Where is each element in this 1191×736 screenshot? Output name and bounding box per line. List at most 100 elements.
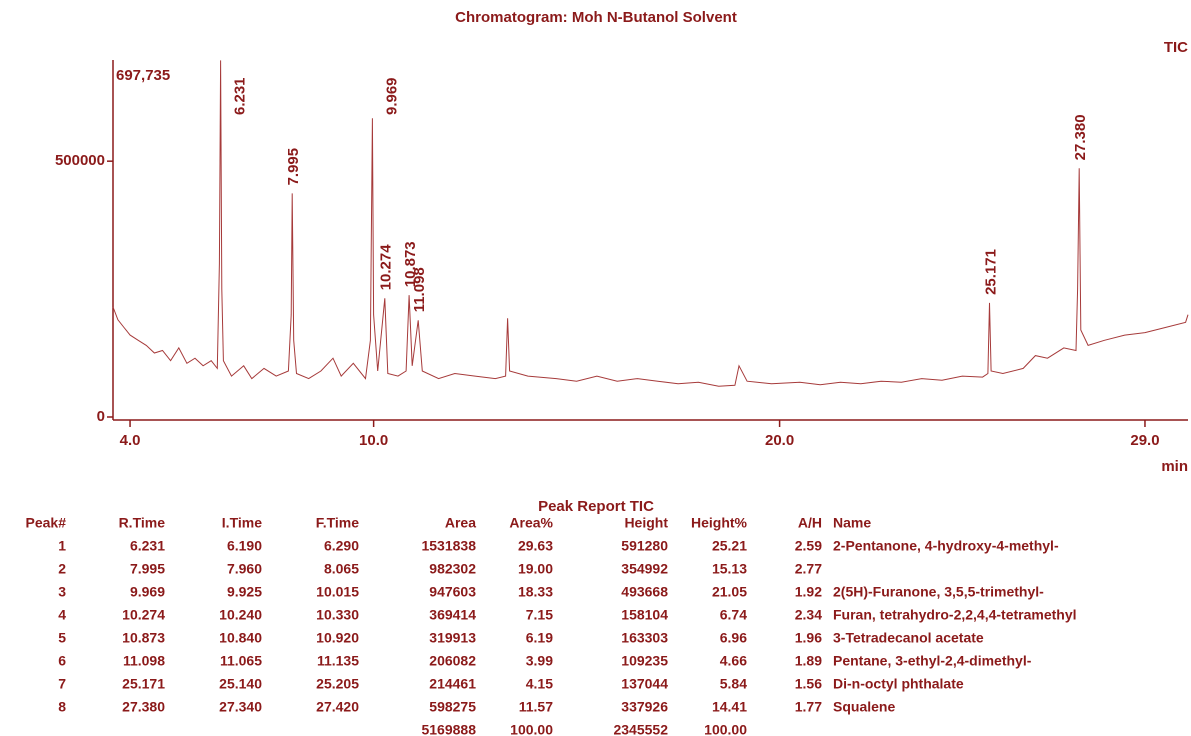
- column-header: A/H: [798, 515, 822, 531]
- peak-label: 10.274: [378, 244, 395, 291]
- table-cell: 25.171: [122, 676, 165, 692]
- table-cell: Pentane, 3-ethyl-2,4-dimethyl-: [833, 653, 1032, 669]
- peak-label: 10.873: [402, 241, 419, 287]
- table-cell: 214461: [429, 676, 476, 692]
- table-cell: 6: [58, 653, 66, 669]
- x-tick-label: 29.0: [1130, 432, 1159, 449]
- table-cell: Furan, tetrahydro-2,2,4,4-tetramethyl: [833, 607, 1077, 623]
- y-tick-label: 0: [97, 408, 105, 425]
- table-cell: 109235: [621, 653, 668, 669]
- table-cell: 7.995: [130, 561, 165, 577]
- table-cell: 10.274: [122, 607, 165, 623]
- table-cell: 7.960: [227, 561, 262, 577]
- table-cell: 100.00: [704, 722, 747, 736]
- table-cell: 15.13: [712, 561, 747, 577]
- column-header: Area: [445, 515, 476, 531]
- table-cell: 27.340: [219, 699, 262, 715]
- table-cell: 11.065: [220, 653, 262, 669]
- table-cell: 4.15: [526, 676, 553, 692]
- table-title: Peak Report TIC: [538, 498, 654, 515]
- table-cell: 2.59: [795, 538, 822, 554]
- column-header: F.Time: [316, 515, 360, 531]
- table-cell: 10.240: [219, 607, 262, 623]
- table-cell: 591280: [621, 538, 668, 554]
- table-cell: 947603: [429, 584, 476, 600]
- table-cell: 369414: [429, 607, 476, 623]
- peak-label: 9.969: [383, 77, 400, 115]
- table-cell: 6.190: [227, 538, 262, 554]
- peak-label: 7.995: [285, 148, 302, 186]
- table-cell: 337926: [621, 699, 668, 715]
- table-cell: 10.330: [316, 607, 359, 623]
- table-cell: 319913: [429, 630, 476, 646]
- table-cell: 137044: [621, 676, 668, 692]
- table-cell: 1.96: [795, 630, 822, 646]
- table-cell: 2(5H)-Furanone, 3,5,5-trimethyl-: [833, 584, 1044, 600]
- table-cell: 27.380: [122, 699, 165, 715]
- chart-title: Chromatogram: Moh N-Butanol Solvent: [455, 9, 737, 26]
- table-cell: 10.920: [316, 630, 359, 646]
- table-cell: 1.56: [795, 676, 822, 692]
- table-cell: 6.96: [720, 630, 747, 646]
- peak-label: 6.231: [232, 77, 249, 115]
- table-cell: 1.89: [795, 653, 822, 669]
- table-cell: 5169888: [421, 722, 476, 736]
- table-cell: 2.77: [795, 561, 822, 577]
- table-cell: 598275: [429, 699, 476, 715]
- table-cell: 27.420: [316, 699, 359, 715]
- trace: [112, 60, 1189, 387]
- x-tick-label: 10.0: [359, 432, 388, 449]
- table-cell: 2.34: [795, 607, 822, 623]
- table-cell: 8.065: [324, 561, 359, 577]
- table-cell: 2-Pentanone, 4-hydroxy-4-methyl-: [833, 538, 1059, 554]
- table-cell: 4.66: [720, 653, 747, 669]
- y-tick-label: 500000: [55, 152, 105, 169]
- table-cell: 25.140: [219, 676, 262, 692]
- x-tick-label: 20.0: [765, 432, 794, 449]
- table-cell: 9.925: [227, 584, 262, 600]
- column-header: R.Time: [119, 515, 166, 531]
- table-cell: 25.205: [316, 676, 359, 692]
- table-cell: 7.15: [526, 607, 553, 623]
- table-cell: 29.63: [518, 538, 553, 554]
- table-cell: 18.33: [518, 584, 553, 600]
- table-cell: 6.19: [526, 630, 553, 646]
- table-cell: 5.84: [720, 676, 747, 692]
- table-cell: 10.015: [316, 584, 359, 600]
- column-header: Height%: [691, 515, 748, 531]
- table-cell: 11.135: [317, 653, 359, 669]
- table-cell: 1.77: [795, 699, 822, 715]
- max-label: 697,735: [116, 67, 170, 84]
- table-cell: 4: [58, 607, 66, 623]
- column-header: I.Time: [222, 515, 262, 531]
- column-header: Name: [833, 515, 871, 531]
- table-cell: 5: [58, 630, 66, 646]
- table-cell: 6.74: [720, 607, 747, 623]
- table-cell: 2345552: [613, 722, 668, 736]
- x-tick-label: 4.0: [120, 432, 141, 449]
- table-cell: 354992: [621, 561, 668, 577]
- table-cell: 25.21: [712, 538, 747, 554]
- column-header: Height: [624, 515, 668, 531]
- table-cell: 163303: [621, 630, 668, 646]
- table-cell: 10.873: [122, 630, 165, 646]
- table-cell: 3: [58, 584, 66, 600]
- table-cell: 6.231: [130, 538, 165, 554]
- x-axis-label: min: [1161, 458, 1188, 475]
- table-cell: 7: [58, 676, 66, 692]
- table-cell: 100.00: [510, 722, 553, 736]
- peak-label: 25.171: [982, 249, 999, 295]
- table-cell: Di-n-octyl phthalate: [833, 676, 964, 692]
- table-cell: 206082: [429, 653, 476, 669]
- table-cell: 10.840: [219, 630, 262, 646]
- table-cell: 8: [58, 699, 66, 715]
- table-cell: 3.99: [526, 653, 553, 669]
- table-cell: 2: [58, 561, 66, 577]
- peak-label: 27.380: [1072, 114, 1089, 160]
- trace-label: TIC: [1164, 39, 1188, 56]
- column-header: Area%: [509, 515, 553, 531]
- table-cell: 1: [58, 538, 66, 554]
- peak-label: 11.098: [411, 267, 428, 312]
- column-header: Peak#: [26, 515, 67, 531]
